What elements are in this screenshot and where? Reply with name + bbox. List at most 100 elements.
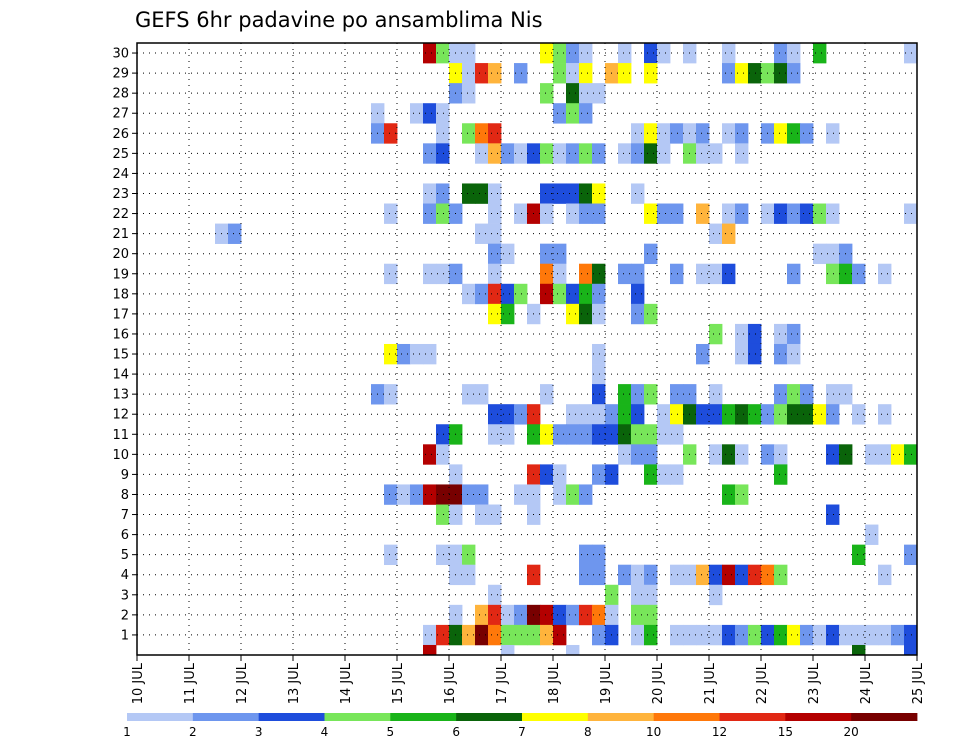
heatmap-cell <box>709 564 723 586</box>
heatmap-cell <box>501 424 515 445</box>
heatmap-cell <box>553 283 567 305</box>
heatmap-cell <box>670 624 684 646</box>
y-tick-label: 19 <box>112 267 129 282</box>
heatmap-cell <box>436 624 450 646</box>
heatmap-cell <box>748 343 762 365</box>
heatmap-cell <box>722 484 736 505</box>
heatmap-cell <box>852 263 866 285</box>
heatmap-cell <box>488 303 502 325</box>
heatmap-cell <box>644 43 658 64</box>
heatmap-cell <box>540 424 554 445</box>
heatmap-cell <box>631 263 645 285</box>
heatmap-cell <box>878 263 892 285</box>
heatmap-cell <box>566 43 580 64</box>
heatmap-cell <box>566 484 580 505</box>
heatmap-cell <box>553 103 567 124</box>
heatmap-cell <box>462 624 476 646</box>
heatmap-cell <box>722 564 736 586</box>
heatmap-cell <box>540 183 554 204</box>
heatmap-cell <box>423 624 437 646</box>
heatmap-cell <box>735 484 749 505</box>
heatmap-cell <box>735 323 749 345</box>
legend-label: 8 <box>584 725 592 739</box>
heatmap-cell <box>462 83 476 104</box>
heatmap-cell <box>553 464 567 485</box>
heatmap-cell <box>566 83 580 104</box>
heatmap-cell <box>735 404 749 425</box>
heatmap-cell <box>566 63 580 84</box>
heatmap-cell <box>670 464 684 485</box>
heatmap-cell <box>631 183 645 204</box>
heatmap-cell <box>462 123 476 144</box>
heatmap-cell <box>826 263 840 285</box>
heatmap-cell <box>423 263 437 285</box>
chart-grid <box>137 43 917 655</box>
heatmap-cell <box>631 444 645 465</box>
y-tick-label: 3 <box>121 588 129 603</box>
heatmap-cell <box>891 624 905 646</box>
heatmap-cell <box>397 343 411 365</box>
y-tick-label: 24 <box>112 167 129 182</box>
heatmap-cell <box>579 283 593 305</box>
legend-swatch <box>785 713 852 721</box>
heatmap-cell <box>709 404 723 425</box>
heatmap-cell <box>813 43 827 64</box>
x-tick-label: 16 JUL <box>443 662 458 704</box>
heatmap-cell <box>644 143 658 164</box>
heatmap-cell <box>631 624 645 646</box>
heatmap-cell <box>488 584 502 606</box>
heatmap-cell <box>436 143 450 164</box>
heatmap-cell <box>631 123 645 144</box>
heatmap-cell <box>566 183 580 204</box>
heatmap-cell <box>904 644 918 656</box>
legend-label: 6 <box>452 725 460 739</box>
heatmap-cell <box>488 263 502 285</box>
x-tick-label: 21 JUL <box>703 662 718 704</box>
heatmap-cell <box>462 564 476 586</box>
heatmap-cell <box>618 143 632 164</box>
heatmap-cell <box>592 263 606 285</box>
heatmap-cell <box>475 143 489 164</box>
heatmap-cell <box>709 263 723 285</box>
heatmap-cell <box>644 303 658 325</box>
heatmap-cell <box>462 484 476 505</box>
heatmap-cell <box>423 183 437 204</box>
heatmap-cell <box>670 123 684 144</box>
heatmap-cell <box>436 203 450 224</box>
heatmap-cell <box>462 183 476 204</box>
heatmap-cell <box>696 624 710 646</box>
x-tick-label: 11 JUL <box>183 662 198 704</box>
heatmap-cell <box>852 404 866 425</box>
legend-label: 10 <box>646 725 661 739</box>
heatmap-cell <box>774 444 788 465</box>
heatmap-cell <box>579 63 593 84</box>
heatmap-cell <box>852 544 866 566</box>
heatmap-cell <box>475 384 489 405</box>
heatmap-cells <box>215 43 918 656</box>
heatmap-cell <box>592 283 606 305</box>
heatmap-cell <box>423 484 437 505</box>
heatmap-cell <box>475 604 489 626</box>
heatmap-cell <box>891 444 905 465</box>
heatmap-cell <box>384 544 398 566</box>
heatmap-cell <box>540 43 554 64</box>
heatmap-cell <box>722 263 736 285</box>
heatmap-cell <box>813 243 827 265</box>
heatmap-cell <box>904 544 918 566</box>
heatmap-cell <box>579 43 593 64</box>
heatmap-cell <box>540 83 554 104</box>
heatmap-cell <box>774 624 788 646</box>
heatmap-cell <box>696 564 710 586</box>
heatmap-cell <box>813 404 827 425</box>
heatmap-cell <box>592 364 606 385</box>
heatmap-cell <box>644 624 658 646</box>
heatmap-cell <box>475 123 489 144</box>
heatmap-cell <box>787 63 801 84</box>
heatmap-cell <box>748 63 762 84</box>
heatmap-cell <box>826 203 840 224</box>
heatmap-cell <box>592 83 606 104</box>
heatmap-cell <box>501 404 515 425</box>
heatmap-cell <box>904 203 918 224</box>
y-tick-label: 5 <box>121 548 129 563</box>
heatmap-cell <box>644 243 658 265</box>
